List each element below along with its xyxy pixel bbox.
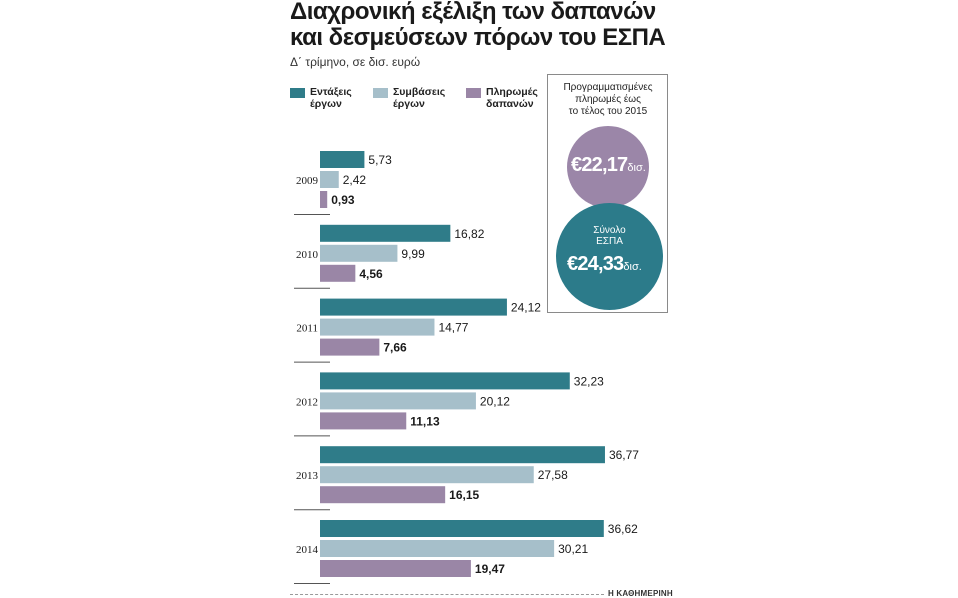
chart-title-line1: Διαχρονική εξέλιξη των δαπανών [290,0,656,25]
value-label-2012-series-2: 20,12 [480,394,510,408]
legend-label-symvaseis: Συμβάσεις έργων [393,86,446,110]
source-divider [290,594,604,595]
value-label-2010-series-2: 9,99 [401,247,425,261]
bar-2012-series-1 [320,372,570,390]
legend-label-entaxeis: Εντάξεις έργων [310,86,352,110]
bar-2012-series-3 [320,412,407,430]
year-label-2012: 2012 [296,396,318,408]
bar-2013-series-1 [320,446,605,464]
total-espa-number: €24,33 [567,253,624,275]
bar-2009-series-2 [320,171,339,188]
chart-title-line2: και δεσμεύσεων πόρων του ΕΣΠΑ [290,24,666,51]
bar-2009-series-3 [320,191,328,208]
year-label-2009: 2009 [296,175,319,187]
bar-2011-series-3 [320,338,380,356]
bar-2011-series-1 [320,298,507,316]
bar-2014-series-3 [320,560,471,577]
total-espa-label: Σύνολο ΕΣΠΑ [593,225,626,247]
year-label-2014: 2014 [296,544,319,556]
planned-payments-value: €22,17δισ. [571,154,646,177]
bar-2013-series-2 [320,466,534,484]
value-label-2014-series-3: 19,47 [475,562,505,576]
bar-2010-series-1 [320,224,451,242]
source-credit: Η ΚΑΘΗΜΕΡΙΝΗ [608,589,673,598]
planned-payments-number: €22,17 [571,154,628,176]
total-espa-circle: Σύνολο ΕΣΠΑ €24,33δισ. [556,203,663,310]
planned-payments-circle: €22,17δισ. [567,126,649,208]
total-espa-unit: δισ. [623,261,642,273]
value-label-2013-series-2: 27,58 [538,468,568,482]
value-label-2012-series-1: 32,23 [574,374,604,388]
value-label-2013-series-1: 36,77 [609,448,639,462]
bar-2014-series-2 [320,540,555,557]
legend-label-pliromes: Πληρωμές δαπανών [486,86,538,110]
bar-2013-series-3 [320,486,446,504]
value-label-2010-series-3: 4,56 [359,267,383,281]
value-label-2009-series-2: 2,42 [343,173,367,187]
year-label-2011: 2011 [296,323,318,335]
bar-2014-series-1 [320,520,604,537]
bar-2010-series-2 [320,244,398,262]
value-label-2009-series-3: 0,93 [331,193,355,207]
callout-text: Προγραμματισμένες πληρωμές έως το τέλος … [563,82,653,117]
value-label-2011-series-1: 24,12 [511,301,541,315]
value-label-2011-series-2: 14,77 [438,321,468,335]
value-label-2014-series-2: 30,21 [558,542,588,556]
value-label-2009-series-1: 5,73 [368,153,392,167]
legend-swatch-entaxeis [290,88,305,98]
chart-subtitle: Δ΄ τρίμηνο, σε δισ. ευρώ [290,55,421,69]
bar-2009-series-1 [320,151,365,168]
legend-swatch-pliromes [466,88,481,98]
bar-2012-series-2 [320,392,476,410]
legend-swatch-symvaseis [373,88,388,98]
value-label-2013-series-3: 16,15 [449,488,479,502]
bar-2011-series-2 [320,318,435,336]
total-espa-value: €24,33δισ. [567,253,642,276]
year-label-2010: 2010 [296,249,319,261]
value-label-2014-series-1: 36,62 [608,522,638,536]
value-label-2011-series-3: 7,66 [383,341,407,355]
year-label-2013: 2013 [296,470,319,482]
planned-payments-unit: δισ. [627,162,646,174]
bar-2010-series-3 [320,264,356,282]
value-label-2010-series-1: 16,82 [454,227,484,241]
value-label-2012-series-3: 11,13 [410,414,440,428]
